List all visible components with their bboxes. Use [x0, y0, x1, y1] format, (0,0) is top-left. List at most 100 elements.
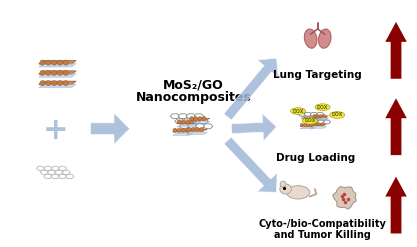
- Ellipse shape: [280, 181, 286, 187]
- Circle shape: [310, 117, 313, 120]
- Polygon shape: [40, 170, 48, 174]
- Polygon shape: [44, 174, 52, 179]
- Circle shape: [303, 117, 306, 120]
- Polygon shape: [199, 119, 208, 124]
- Polygon shape: [298, 112, 305, 116]
- Polygon shape: [385, 22, 407, 79]
- Polygon shape: [314, 116, 321, 120]
- Circle shape: [186, 120, 190, 124]
- Circle shape: [40, 81, 45, 86]
- Polygon shape: [179, 124, 189, 129]
- Text: Nanocomposites: Nanocomposites: [136, 91, 251, 104]
- Polygon shape: [203, 124, 213, 129]
- Polygon shape: [311, 120, 319, 124]
- Polygon shape: [303, 118, 319, 120]
- Polygon shape: [66, 174, 74, 179]
- Circle shape: [63, 60, 68, 65]
- Polygon shape: [189, 122, 210, 124]
- Polygon shape: [187, 124, 197, 129]
- Polygon shape: [317, 112, 324, 116]
- Polygon shape: [39, 81, 76, 85]
- Polygon shape: [187, 132, 208, 135]
- Polygon shape: [58, 174, 67, 179]
- Polygon shape: [58, 166, 67, 170]
- Polygon shape: [44, 166, 52, 170]
- Polygon shape: [186, 114, 196, 119]
- Polygon shape: [224, 137, 277, 192]
- Polygon shape: [313, 118, 329, 120]
- Polygon shape: [301, 116, 309, 120]
- Circle shape: [310, 124, 313, 127]
- Polygon shape: [310, 112, 318, 116]
- Circle shape: [303, 124, 306, 127]
- Ellipse shape: [302, 118, 317, 124]
- Polygon shape: [224, 58, 278, 120]
- Circle shape: [191, 127, 196, 132]
- Circle shape: [311, 123, 314, 126]
- Circle shape: [313, 117, 316, 120]
- Circle shape: [313, 115, 316, 118]
- Text: Lung Targeting: Lung Targeting: [273, 70, 362, 80]
- Polygon shape: [51, 166, 59, 170]
- Polygon shape: [189, 118, 210, 120]
- Polygon shape: [177, 125, 198, 127]
- Ellipse shape: [291, 108, 306, 114]
- Polygon shape: [178, 114, 188, 119]
- Polygon shape: [37, 166, 45, 170]
- Circle shape: [322, 115, 326, 118]
- Circle shape: [319, 115, 322, 118]
- Text: MoS₂/GO: MoS₂/GO: [163, 78, 224, 91]
- Polygon shape: [320, 116, 327, 120]
- Text: +: +: [43, 116, 68, 145]
- Text: Cyto-/bio-Compatibility
and Tumor Killing: Cyto-/bio-Compatibility and Tumor Killin…: [259, 219, 387, 240]
- Polygon shape: [90, 113, 130, 144]
- Ellipse shape: [280, 184, 291, 194]
- Circle shape: [173, 128, 177, 132]
- Text: DOX: DOX: [304, 118, 316, 123]
- Text: Drug Loading: Drug Loading: [276, 153, 355, 163]
- Polygon shape: [317, 120, 324, 124]
- Polygon shape: [62, 170, 70, 174]
- Circle shape: [177, 120, 181, 124]
- Circle shape: [314, 123, 317, 126]
- Polygon shape: [187, 129, 208, 131]
- Polygon shape: [39, 63, 76, 67]
- Polygon shape: [39, 71, 76, 74]
- Circle shape: [177, 128, 181, 132]
- Polygon shape: [194, 114, 203, 119]
- Polygon shape: [333, 186, 356, 209]
- Ellipse shape: [304, 29, 317, 48]
- Circle shape: [200, 127, 204, 132]
- Ellipse shape: [315, 104, 330, 110]
- Circle shape: [317, 123, 321, 126]
- Polygon shape: [191, 119, 200, 124]
- Polygon shape: [39, 74, 76, 77]
- Polygon shape: [231, 114, 276, 141]
- Circle shape: [194, 117, 198, 121]
- Circle shape: [58, 81, 63, 86]
- Polygon shape: [170, 114, 180, 119]
- Circle shape: [190, 120, 194, 124]
- Text: DOX: DOX: [292, 109, 304, 114]
- Polygon shape: [177, 122, 198, 124]
- Circle shape: [306, 117, 310, 120]
- Circle shape: [52, 60, 57, 65]
- Circle shape: [46, 81, 51, 86]
- Circle shape: [196, 127, 200, 132]
- Circle shape: [46, 70, 51, 75]
- Polygon shape: [39, 84, 76, 88]
- Circle shape: [186, 128, 190, 132]
- Ellipse shape: [286, 186, 310, 199]
- Circle shape: [58, 60, 63, 65]
- Polygon shape: [175, 119, 184, 124]
- Polygon shape: [323, 120, 331, 124]
- Circle shape: [52, 70, 57, 75]
- Circle shape: [52, 81, 57, 86]
- Polygon shape: [55, 170, 63, 174]
- Ellipse shape: [319, 29, 331, 48]
- Circle shape: [40, 70, 45, 75]
- Circle shape: [306, 124, 310, 127]
- Circle shape: [202, 117, 206, 121]
- Polygon shape: [313, 116, 329, 117]
- Circle shape: [63, 81, 68, 86]
